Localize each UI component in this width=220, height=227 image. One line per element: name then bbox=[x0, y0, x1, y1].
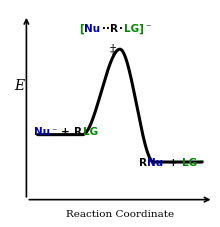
Text: Nu: Nu bbox=[147, 158, 163, 168]
Text: Nu: Nu bbox=[84, 24, 100, 34]
Text: Reaction Coordinate: Reaction Coordinate bbox=[66, 209, 174, 218]
Text: LG]: LG] bbox=[124, 24, 143, 34]
Text: ⁻: ⁻ bbox=[198, 158, 204, 168]
Text: +: + bbox=[169, 158, 177, 168]
Text: R: R bbox=[74, 126, 82, 136]
Text: ··: ·· bbox=[102, 24, 110, 34]
Text: ⁻: ⁻ bbox=[51, 126, 57, 136]
Text: R: R bbox=[139, 158, 147, 168]
Text: LG: LG bbox=[83, 126, 98, 136]
Text: R: R bbox=[110, 24, 118, 34]
Text: ⁻: ⁻ bbox=[145, 24, 151, 34]
Text: ·: · bbox=[119, 24, 123, 34]
Text: E: E bbox=[14, 79, 24, 93]
Text: LG: LG bbox=[182, 158, 197, 168]
Text: [: [ bbox=[79, 24, 84, 34]
Text: Nu: Nu bbox=[34, 126, 50, 136]
Text: +: + bbox=[61, 126, 70, 136]
Text: ‡: ‡ bbox=[109, 43, 116, 56]
